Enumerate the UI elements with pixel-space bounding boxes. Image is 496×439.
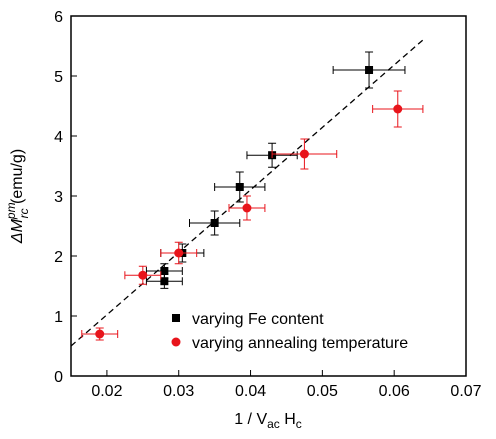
- y-label-sup: pm: [4, 202, 18, 220]
- point: [299, 149, 309, 159]
- point: [235, 183, 244, 191]
- point: [393, 104, 403, 114]
- x-label-part: H: [280, 411, 296, 428]
- x-tick-label: 0.05: [307, 383, 338, 400]
- y-tick-label: 0: [54, 369, 63, 386]
- point: [242, 203, 252, 213]
- y-tick-label: 4: [54, 129, 63, 146]
- point: [95, 329, 105, 339]
- y-label-part: (emu/g): [9, 149, 26, 209]
- point: [365, 66, 374, 74]
- x-tick-label: 0.07: [450, 383, 481, 400]
- fit-line: [70, 39, 424, 347]
- x-tick-label: 0.03: [163, 383, 194, 400]
- y-tick-label: 1: [54, 309, 63, 326]
- x-label-sub: ac: [267, 417, 280, 431]
- y-tick-label: 6: [54, 9, 63, 26]
- x-tick-label: 0.04: [235, 383, 266, 400]
- point: [174, 248, 184, 258]
- x-label-part: 1 / V: [234, 411, 267, 428]
- point: [160, 267, 169, 275]
- point: [138, 270, 148, 280]
- point: [210, 219, 219, 227]
- y-tick-label: 3: [54, 189, 63, 206]
- x-tick-label: 0.02: [91, 383, 122, 400]
- legend-marker: [171, 337, 181, 347]
- y-label-part: ΔM: [9, 218, 26, 244]
- point: [160, 277, 169, 286]
- x-label-sub: c: [296, 417, 302, 431]
- y-axis-label: ΔMpmrc (emu/g): [4, 149, 31, 244]
- x-axis-label: 1 / Vac Hc: [234, 411, 302, 431]
- y-label-sub: rc: [17, 208, 31, 218]
- y-tick-label: 2: [54, 249, 63, 266]
- legend-marker: [172, 314, 180, 322]
- legend-label: varying annealing temperature: [192, 335, 408, 352]
- y-tick-label: 5: [54, 69, 63, 86]
- x-tick-label: 0.06: [379, 383, 410, 400]
- legend-label: varying Fe content: [192, 311, 324, 328]
